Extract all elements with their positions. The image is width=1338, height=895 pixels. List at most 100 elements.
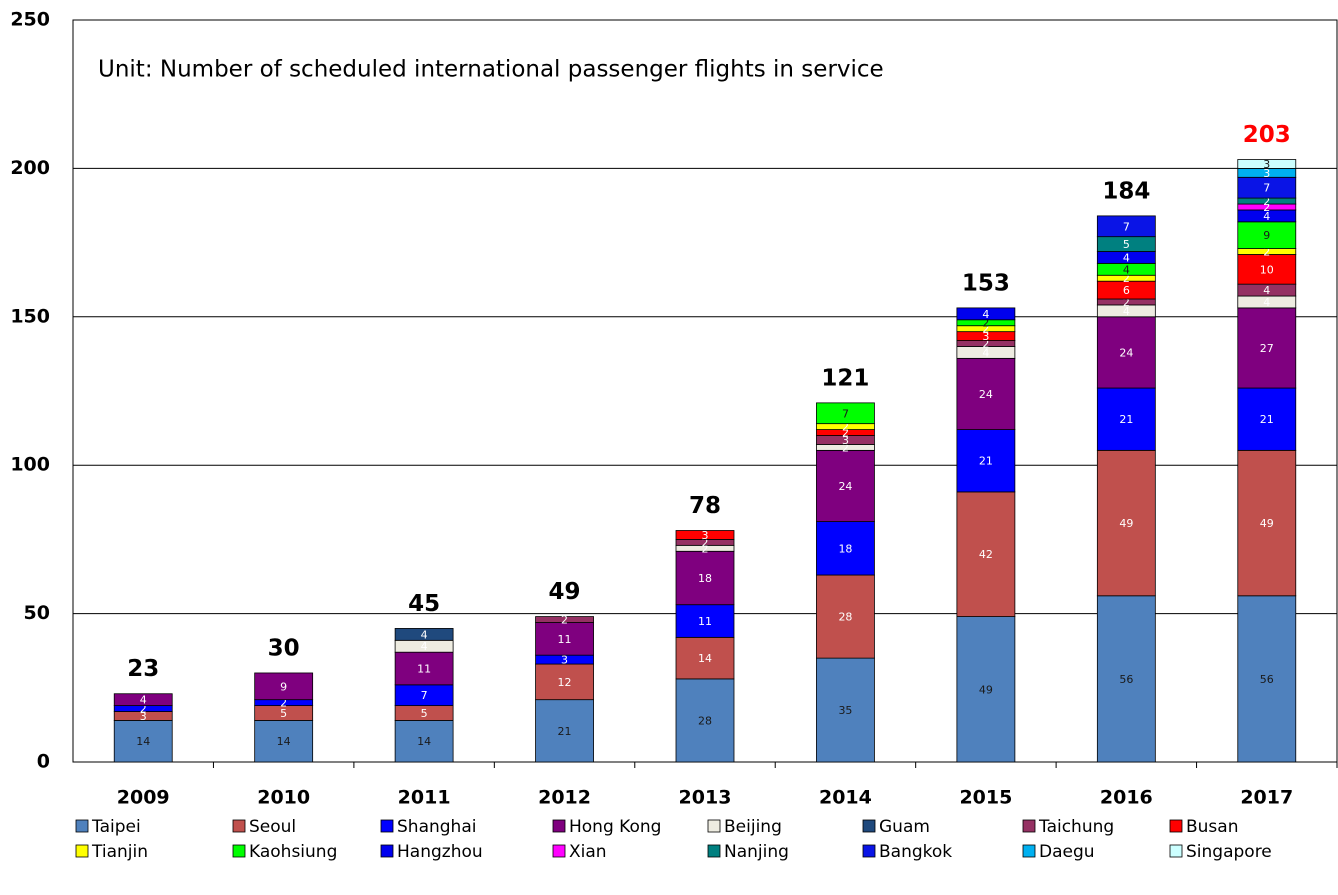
- segment-label: 4: [1263, 210, 1270, 223]
- y-tick-label: 200: [10, 157, 50, 179]
- legend-swatch: [1022, 819, 1036, 833]
- total-label: 30: [268, 635, 300, 661]
- legend-swatch: [75, 819, 89, 833]
- segment-label: 7: [1263, 182, 1270, 195]
- y-tick-label: 150: [10, 305, 50, 327]
- bar-segment: [1237, 221, 1297, 249]
- segment-label: 24: [979, 388, 993, 401]
- legend-label: Seoul: [249, 817, 296, 837]
- segment-label: 4: [421, 640, 428, 653]
- bar-segment: [675, 636, 735, 680]
- legend-swatch: [1169, 844, 1183, 858]
- bar-segment: [1237, 449, 1297, 597]
- legend-swatch: [1022, 844, 1036, 858]
- legend-swatch: [232, 819, 246, 833]
- legend-label: Shanghai: [397, 817, 476, 837]
- segment-label: 18: [838, 542, 852, 555]
- legend-label: Taipei: [91, 817, 141, 837]
- x-tick-label: 2017: [1240, 787, 1293, 809]
- segment-label: 24: [838, 480, 852, 493]
- x-tick-label: 2013: [679, 787, 732, 809]
- x-tick-label: 2010: [257, 787, 310, 809]
- segment-label: 12: [558, 676, 572, 689]
- bar-segment: [535, 663, 594, 701]
- segment-label: 14: [136, 735, 150, 748]
- segment-label: 5: [1123, 238, 1130, 251]
- x-tick-label: 2009: [117, 787, 170, 809]
- bar-segment: [535, 622, 594, 656]
- segment-label: 7: [421, 689, 428, 702]
- x-tick-label: 2015: [959, 787, 1012, 809]
- bar-segment: [816, 449, 875, 522]
- bar-segment: [956, 307, 1016, 321]
- y-tick-label: 0: [37, 751, 50, 773]
- legend-swatch: [862, 819, 876, 833]
- segment-label: 10: [1260, 263, 1274, 276]
- legend-swatch: [707, 819, 721, 833]
- legend-swatch: [75, 844, 89, 858]
- legend-label: Guam: [879, 817, 930, 837]
- bar-segment: [394, 720, 454, 763]
- segment-label: 2: [1263, 195, 1270, 208]
- segment-label: 7: [1123, 220, 1130, 233]
- segment-label: 49: [1119, 517, 1133, 530]
- legend-label: Taichung: [1038, 817, 1114, 837]
- segment-label: 21: [1119, 413, 1133, 426]
- segment-label: 24: [1119, 346, 1133, 359]
- segment-label: 21: [1260, 413, 1274, 426]
- segment-label: 2: [702, 542, 709, 555]
- total-label: 203: [1243, 122, 1291, 148]
- segment-label: 9: [1263, 229, 1270, 242]
- segment-label: 2: [1263, 201, 1270, 214]
- legend-swatch: [552, 819, 566, 833]
- segment-label: 4: [1123, 305, 1130, 318]
- total-label: 78: [689, 493, 721, 519]
- bar-segment: [816, 574, 875, 659]
- bar-segment: [1096, 215, 1156, 238]
- segment-label: 11: [558, 633, 572, 646]
- legend-swatch: [862, 844, 876, 858]
- segment-label: 3: [140, 710, 147, 723]
- segment-label: 56: [1119, 673, 1133, 686]
- legend-label: Tianjin: [91, 842, 148, 862]
- segment-label: 42: [979, 548, 993, 561]
- y-tick-label: 100: [10, 454, 50, 476]
- segment-label: 3: [1263, 158, 1270, 171]
- total-label: 184: [1102, 178, 1150, 204]
- total-label: 121: [821, 365, 869, 391]
- segment-label: 4: [982, 346, 989, 359]
- bar-segment: [675, 530, 735, 540]
- segment-label: 4: [1123, 251, 1130, 264]
- segment-label: 56: [1260, 673, 1274, 686]
- segment-label: 18: [698, 572, 712, 585]
- bar-segment: [1096, 449, 1156, 597]
- segment-label: 2: [561, 614, 568, 627]
- bar-segment: [1237, 254, 1297, 285]
- segment-label: 2: [702, 536, 709, 549]
- bar-segment: [1096, 595, 1156, 763]
- segment-label: 14: [417, 735, 431, 748]
- legend-label: Nanjing: [724, 842, 789, 862]
- y-tick-label: 50: [24, 602, 50, 624]
- bar-segment: [1237, 307, 1297, 389]
- legend-swatch: [232, 844, 246, 858]
- segment-label: 3: [842, 434, 849, 447]
- segment-label: 6: [1123, 284, 1130, 297]
- bar-segment: [675, 604, 735, 638]
- legend-swatch: [552, 844, 566, 858]
- segment-label: 3: [1263, 167, 1270, 180]
- segment-label: 2: [982, 338, 989, 351]
- segment-label: 2: [842, 421, 849, 434]
- legend-label: Kaohsiung: [249, 842, 337, 862]
- segment-label: 4: [982, 308, 989, 321]
- segment-label: 4: [140, 694, 147, 707]
- total-label: 49: [549, 579, 581, 605]
- segment-label: 5: [421, 707, 428, 720]
- bar-segment: [816, 657, 875, 763]
- segment-label: 35: [838, 704, 852, 717]
- bar-segment: [535, 699, 594, 763]
- legend-label: Daegu: [1039, 842, 1095, 862]
- legend-label: Xian: [569, 842, 607, 862]
- segment-label: 27: [1260, 342, 1274, 355]
